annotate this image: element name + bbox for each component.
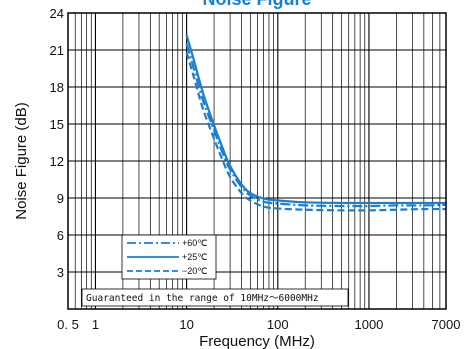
x-tick-label: 0. 5	[57, 317, 79, 332]
x-axis-label: Frequency (MHz)	[199, 333, 315, 349]
y-tick-label: 9	[57, 191, 64, 206]
x-tick-label: 100	[267, 317, 289, 332]
legend-label-plus60: +60℃	[182, 238, 207, 248]
y-tick-label: 3	[57, 265, 64, 280]
series-line-1	[187, 35, 446, 203]
guarantee-note-text: Guaranteed in the range of 10MHz～6000MHz	[86, 293, 319, 304]
x-tick-label: 1000	[354, 317, 383, 332]
y-tick-label: 12	[50, 154, 64, 169]
legend-label-plus25: +25℃	[182, 252, 207, 262]
tick-labels: 0. 5 1 10 100 1000 7000 3 6 9 12 15 18 21 24	[50, 6, 461, 332]
y-axis-label: Noise Figure (dB)	[13, 102, 30, 220]
y-tick-label: 6	[57, 228, 64, 243]
legend-label-minus20: −20℃	[182, 266, 207, 276]
chart-title: Noise Figure	[202, 0, 311, 9]
y-tick-label: 24	[50, 6, 64, 21]
x-tick-label: 1	[92, 317, 99, 332]
x-tick-label: 10	[179, 317, 193, 332]
series-line-0	[187, 44, 446, 206]
x-tick-label: 7000	[432, 317, 461, 332]
guarantee-note: Guaranteed in the range of 10MHz～6000MHz	[82, 289, 348, 306]
y-tick-label: 18	[50, 80, 64, 95]
legend: +60℃ +25℃ −20℃	[122, 235, 216, 279]
y-tick-label: 15	[50, 117, 64, 132]
y-tick-label: 21	[50, 43, 64, 58]
series-lines	[187, 35, 446, 210]
series-line-2	[187, 52, 446, 210]
